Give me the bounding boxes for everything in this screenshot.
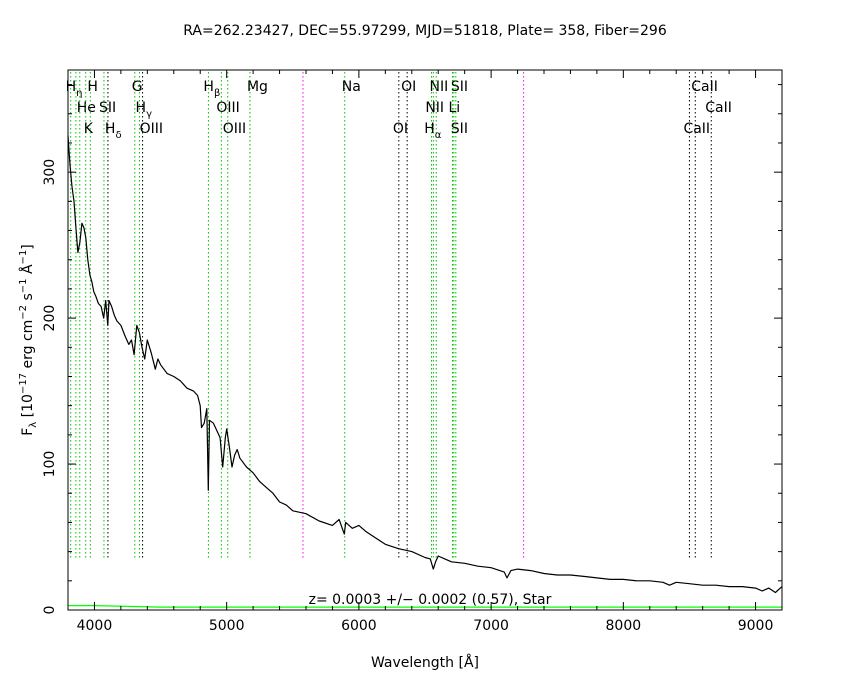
line-label: Hγ [136,100,153,120]
line-label: Li [449,100,461,116]
line-label: OI [393,121,408,137]
line-label: K [84,121,94,137]
line-label: G [132,79,143,95]
line-label: Na [342,79,361,95]
x-tick-label: 7000 [473,618,509,634]
axis-ticks: 4000 5000 6000 7000 8000 9000 0 100 200 300 [42,70,783,634]
line-label: H [87,79,98,95]
x-tick-label: 8000 [606,618,642,634]
x-tick-label: 5000 [209,618,245,634]
line-label: CaII [683,121,710,137]
plot-frame [67,69,783,611]
x-tick-label: 4000 [77,618,113,634]
line-label: He [77,100,96,116]
x-axis-label: Wavelength [Å] [371,654,479,671]
x-tick-label: 6000 [341,618,377,634]
spectral-lines: HηHeKHSIIHδGHγOIIIHβOIIIOIIIMgNaOIOINIIN… [66,72,732,560]
y-tick-label: 0 [42,606,58,615]
line-label: OIII [140,121,163,137]
series-line [67,135,783,594]
line-label: Hα [424,121,442,141]
line-label: SII [451,121,468,137]
line-label: OIII [223,121,246,137]
line-label: Mg [247,79,268,95]
line-label: CaII [705,100,732,116]
chart-title: RA=262.23427, DEC=55.97299, MJD=51818, P… [183,23,667,39]
x-tick-label: 9000 [738,618,774,634]
line-label: SII [451,79,468,95]
line-label: CaII [691,79,718,95]
line-label: NII [425,100,444,116]
y-axis-label: Fλ [10−17 erg cm−2 s−1 Å−1] [18,244,39,436]
series-group [67,135,783,608]
line-label: Hδ [105,121,122,141]
line-label: NII [429,79,448,95]
redshift-annotation: z= 0.0003 +/− 0.0002 (0.57), Star [309,592,552,608]
y-tick-label: 200 [42,305,58,332]
y-tick-label: 300 [42,159,58,186]
line-label: OI [401,79,416,95]
line-label: Hβ [203,79,220,99]
y-tick-label: 100 [42,451,58,478]
